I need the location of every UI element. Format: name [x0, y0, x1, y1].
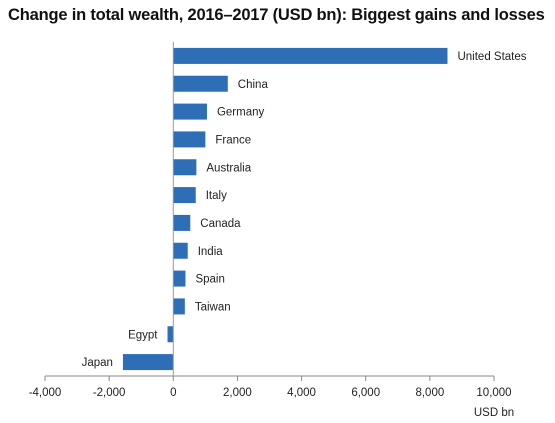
x-axis-label: USD bn	[474, 407, 514, 419]
bar-label: Spain	[195, 274, 224, 286]
bar-label: United States	[457, 51, 526, 63]
bar-japan	[122, 354, 174, 371]
bar-label: Canada	[200, 218, 241, 230]
bar-canada	[173, 214, 191, 231]
bar-label: France	[215, 134, 251, 146]
bar-italy	[173, 187, 196, 204]
x-tick-label: 0	[170, 387, 176, 399]
bar-china	[173, 75, 228, 92]
bar-spain	[173, 270, 186, 287]
bar-label: China	[238, 79, 269, 91]
x-axis-ticks: -4,000 -2,000 0 2,000 4,000 6,000 8,000 10,000	[29, 376, 512, 399]
bar-label: Germany	[217, 107, 265, 119]
bar-labels-group: United States China Germany France Australia…	[82, 51, 527, 369]
bar-label: Egypt	[128, 329, 158, 341]
bar-label: Japan	[82, 357, 113, 369]
x-tick-label: 6,000	[351, 387, 380, 399]
x-tick-label: 8,000	[415, 387, 444, 399]
bar-france	[173, 131, 206, 148]
x-tick-label: 2,000	[223, 387, 252, 399]
bar-egypt	[167, 326, 174, 343]
bar-taiwan	[173, 298, 185, 315]
bar-label: India	[198, 246, 224, 258]
bar-australia	[173, 159, 197, 176]
bar-label: Taiwan	[195, 301, 231, 313]
bar-label: Italy	[206, 190, 227, 202]
bar-united-states	[173, 47, 448, 64]
bar-label: Australia	[206, 162, 251, 174]
bars-group	[122, 47, 448, 371]
bar-germany	[173, 103, 207, 120]
x-tick-label: 10,000	[476, 387, 511, 399]
x-tick-label: 4,000	[287, 387, 316, 399]
x-tick-label: -2,000	[93, 387, 126, 399]
x-tick-label: -4,000	[29, 387, 62, 399]
chart-title: Change in total wealth, 2016–2017 (USD b…	[8, 6, 545, 24]
bar-india	[173, 242, 188, 259]
